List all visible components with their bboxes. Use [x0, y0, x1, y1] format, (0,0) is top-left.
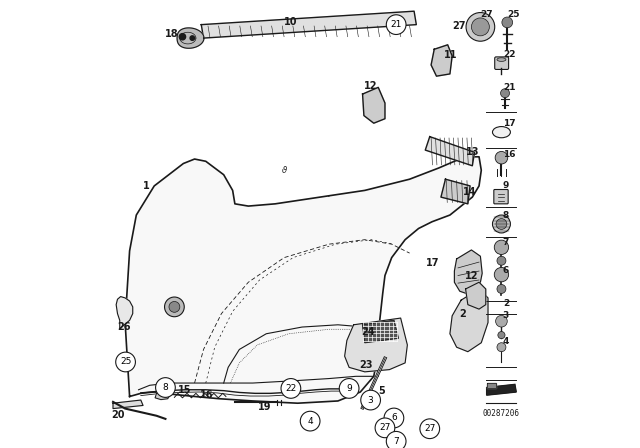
Circle shape	[497, 343, 506, 352]
Text: 19: 19	[258, 402, 271, 412]
Text: 25: 25	[120, 358, 131, 366]
Text: 18: 18	[164, 29, 178, 39]
Polygon shape	[362, 320, 398, 343]
Polygon shape	[454, 250, 482, 295]
Text: 5: 5	[378, 386, 385, 396]
Circle shape	[466, 13, 495, 41]
Circle shape	[387, 15, 406, 34]
Circle shape	[164, 297, 184, 317]
Circle shape	[300, 411, 320, 431]
Circle shape	[116, 352, 136, 372]
Circle shape	[502, 17, 513, 28]
Text: 27: 27	[424, 424, 435, 433]
Circle shape	[190, 36, 195, 40]
Text: 16: 16	[200, 390, 214, 400]
Text: 17: 17	[503, 119, 515, 128]
Text: 27: 27	[481, 10, 493, 19]
Text: 22: 22	[285, 384, 296, 393]
Text: 3: 3	[503, 311, 509, 320]
FancyBboxPatch shape	[495, 57, 509, 69]
Polygon shape	[177, 28, 204, 48]
Polygon shape	[113, 400, 143, 409]
Polygon shape	[345, 318, 407, 372]
Circle shape	[494, 240, 509, 254]
Polygon shape	[486, 383, 496, 388]
Text: 8: 8	[163, 383, 168, 392]
Polygon shape	[486, 384, 516, 395]
Text: 4: 4	[307, 417, 313, 426]
Polygon shape	[450, 289, 488, 352]
Circle shape	[156, 378, 175, 397]
Circle shape	[339, 379, 359, 398]
Circle shape	[384, 408, 404, 428]
Text: 2: 2	[459, 309, 466, 319]
Text: 7: 7	[394, 437, 399, 446]
Polygon shape	[441, 179, 470, 204]
Circle shape	[498, 332, 505, 339]
Text: 6: 6	[503, 266, 509, 275]
Text: 9: 9	[503, 181, 509, 190]
Text: 22: 22	[503, 50, 515, 59]
Circle shape	[387, 431, 406, 448]
Text: ϑ: ϑ	[282, 166, 287, 175]
Text: 26: 26	[118, 322, 131, 332]
Circle shape	[497, 256, 506, 265]
Text: 21: 21	[503, 83, 515, 92]
Circle shape	[375, 418, 395, 438]
Circle shape	[179, 34, 186, 40]
Text: 6: 6	[391, 414, 397, 422]
Circle shape	[494, 267, 509, 282]
Polygon shape	[116, 297, 132, 329]
Circle shape	[496, 219, 507, 229]
Text: 9: 9	[346, 384, 352, 393]
Text: 12: 12	[465, 271, 478, 280]
Circle shape	[495, 315, 508, 327]
Text: 25: 25	[508, 10, 520, 19]
Text: 3: 3	[368, 396, 374, 405]
Text: 2: 2	[503, 299, 509, 308]
Text: 12: 12	[364, 81, 378, 91]
Circle shape	[281, 379, 301, 398]
Text: 24: 24	[361, 327, 374, 336]
Polygon shape	[125, 157, 481, 403]
Text: 13: 13	[465, 147, 479, 157]
Text: 23: 23	[359, 360, 372, 370]
Circle shape	[497, 284, 506, 293]
Text: 11: 11	[444, 50, 458, 60]
Text: 10: 10	[284, 17, 298, 26]
Polygon shape	[466, 282, 486, 309]
Text: 7: 7	[503, 238, 509, 247]
Ellipse shape	[493, 126, 511, 138]
Text: 14: 14	[463, 187, 477, 197]
Polygon shape	[431, 45, 452, 76]
Text: 8: 8	[503, 211, 509, 220]
Text: 20: 20	[111, 410, 125, 420]
Circle shape	[169, 302, 180, 312]
Text: 00287206: 00287206	[483, 409, 520, 418]
Circle shape	[472, 18, 490, 36]
Polygon shape	[155, 391, 170, 400]
Text: 17: 17	[426, 258, 440, 268]
Text: 27: 27	[380, 423, 390, 432]
Text: 4: 4	[503, 337, 509, 346]
Circle shape	[420, 419, 440, 439]
Polygon shape	[362, 87, 385, 123]
Circle shape	[500, 89, 509, 98]
Text: 1: 1	[143, 181, 150, 191]
Circle shape	[495, 151, 508, 164]
FancyBboxPatch shape	[494, 190, 508, 204]
Ellipse shape	[497, 58, 506, 61]
Text: 27: 27	[452, 21, 466, 31]
Text: ·: ·	[327, 192, 331, 202]
Polygon shape	[202, 11, 417, 38]
Polygon shape	[425, 137, 475, 166]
Text: 15: 15	[177, 385, 191, 395]
Text: 16: 16	[503, 150, 515, 159]
Text: 21: 21	[390, 20, 402, 29]
Circle shape	[493, 215, 511, 233]
Circle shape	[361, 390, 380, 410]
